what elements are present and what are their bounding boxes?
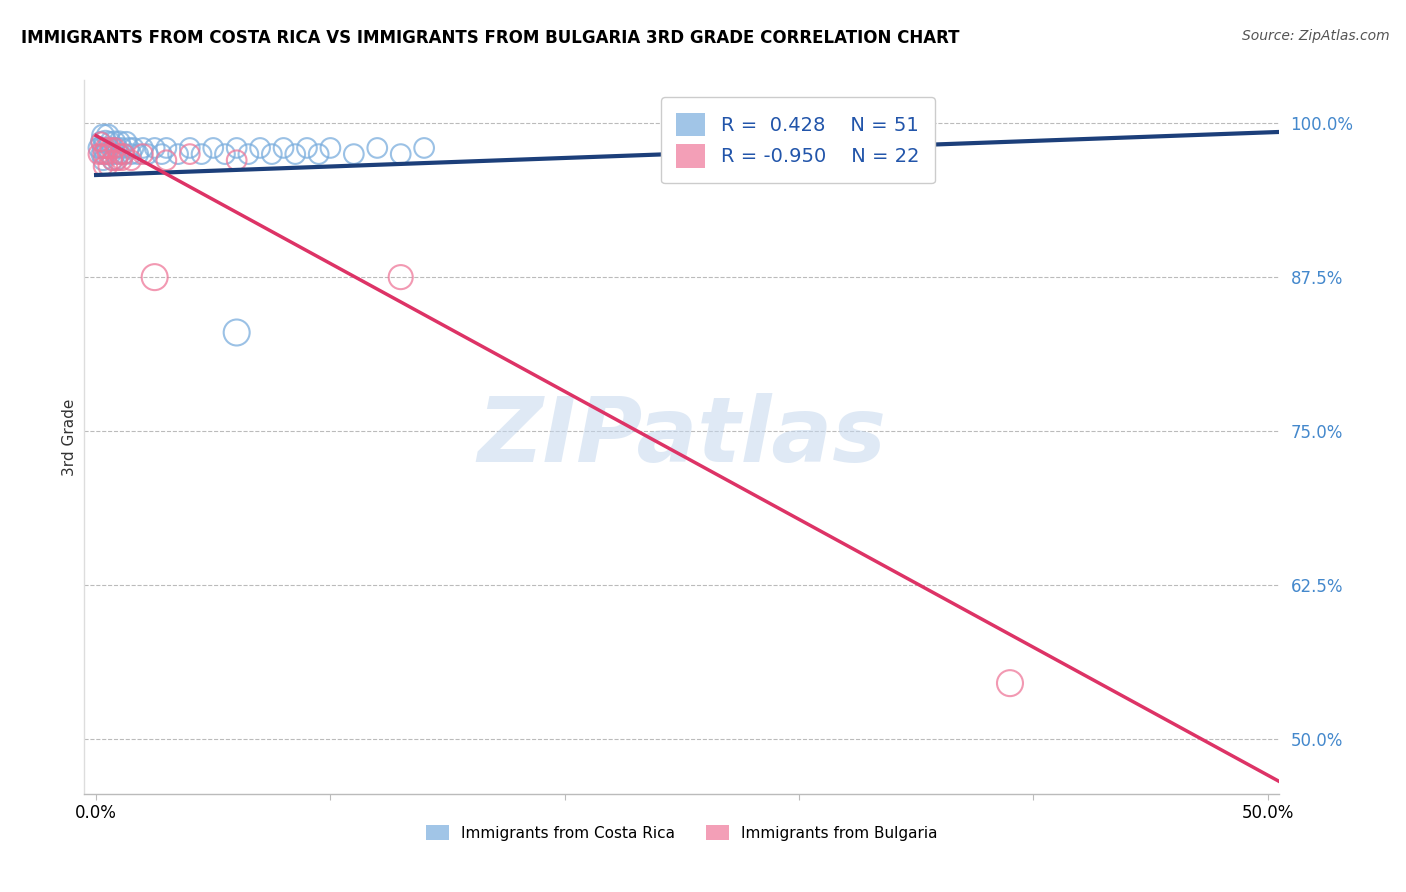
- Text: IMMIGRANTS FROM COSTA RICA VS IMMIGRANTS FROM BULGARIA 3RD GRADE CORRELATION CHA: IMMIGRANTS FROM COSTA RICA VS IMMIGRANTS…: [21, 29, 959, 46]
- Point: [94, 141, 117, 155]
- Point: [98, 135, 121, 149]
- Point: [389, 270, 412, 285]
- Point: [273, 141, 295, 155]
- Point: [190, 147, 212, 161]
- Point: [104, 147, 127, 161]
- Point: [214, 147, 236, 161]
- Point: [284, 147, 307, 161]
- Point: [260, 147, 283, 161]
- Text: ZIPatlas: ZIPatlas: [478, 393, 886, 481]
- Point: [136, 147, 159, 161]
- Point: [179, 141, 201, 155]
- Point: [249, 141, 271, 155]
- Point: [225, 326, 247, 340]
- Point: [105, 153, 128, 168]
- Point: [98, 141, 121, 155]
- Point: [143, 141, 166, 155]
- Point: [101, 153, 124, 168]
- Point: [225, 153, 247, 168]
- Point: [132, 141, 155, 155]
- Point: [143, 270, 166, 285]
- Point: [91, 147, 114, 161]
- Text: Source: ZipAtlas.com: Source: ZipAtlas.com: [1241, 29, 1389, 43]
- Point: [295, 141, 318, 155]
- Point: [101, 141, 124, 155]
- Point: [90, 135, 112, 149]
- Point: [91, 141, 114, 155]
- Point: [90, 135, 112, 149]
- Point: [118, 141, 141, 155]
- Point: [108, 147, 131, 161]
- Point: [150, 147, 173, 161]
- Point: [167, 147, 190, 161]
- Point: [91, 153, 114, 168]
- Point: [111, 153, 134, 168]
- Point: [94, 147, 117, 161]
- Point: [87, 141, 110, 155]
- Point: [319, 141, 342, 155]
- Point: [104, 135, 127, 149]
- Point: [98, 147, 121, 161]
- Y-axis label: 3rd Grade: 3rd Grade: [62, 399, 77, 475]
- Point: [112, 147, 135, 161]
- Point: [97, 141, 120, 155]
- Point: [179, 147, 201, 161]
- Point: [120, 147, 142, 161]
- Point: [101, 153, 124, 168]
- Point: [155, 153, 177, 168]
- Point: [389, 147, 412, 161]
- Point: [91, 128, 114, 143]
- Point: [105, 153, 128, 168]
- Point: [366, 141, 388, 155]
- Point: [94, 135, 117, 149]
- Point: [308, 147, 330, 161]
- Point: [105, 141, 128, 155]
- Point: [97, 128, 120, 143]
- Point: [202, 141, 225, 155]
- Point: [104, 141, 127, 155]
- Point: [998, 676, 1021, 690]
- Legend: Immigrants from Costa Rica, Immigrants from Bulgaria: Immigrants from Costa Rica, Immigrants f…: [420, 819, 943, 847]
- Point: [238, 147, 260, 161]
- Point: [115, 135, 138, 149]
- Point: [87, 147, 110, 161]
- Point: [97, 147, 120, 161]
- Point: [132, 147, 155, 161]
- Point: [343, 147, 366, 161]
- Point: [413, 141, 436, 155]
- Point: [97, 160, 120, 174]
- Point: [127, 147, 149, 161]
- Point: [112, 147, 135, 161]
- Point: [111, 141, 134, 155]
- Point: [225, 141, 247, 155]
- Point: [155, 141, 177, 155]
- Point: [122, 141, 145, 155]
- Point: [108, 135, 131, 149]
- Point: [90, 147, 112, 161]
- Point: [91, 160, 114, 174]
- Point: [120, 153, 142, 168]
- Point: [108, 147, 131, 161]
